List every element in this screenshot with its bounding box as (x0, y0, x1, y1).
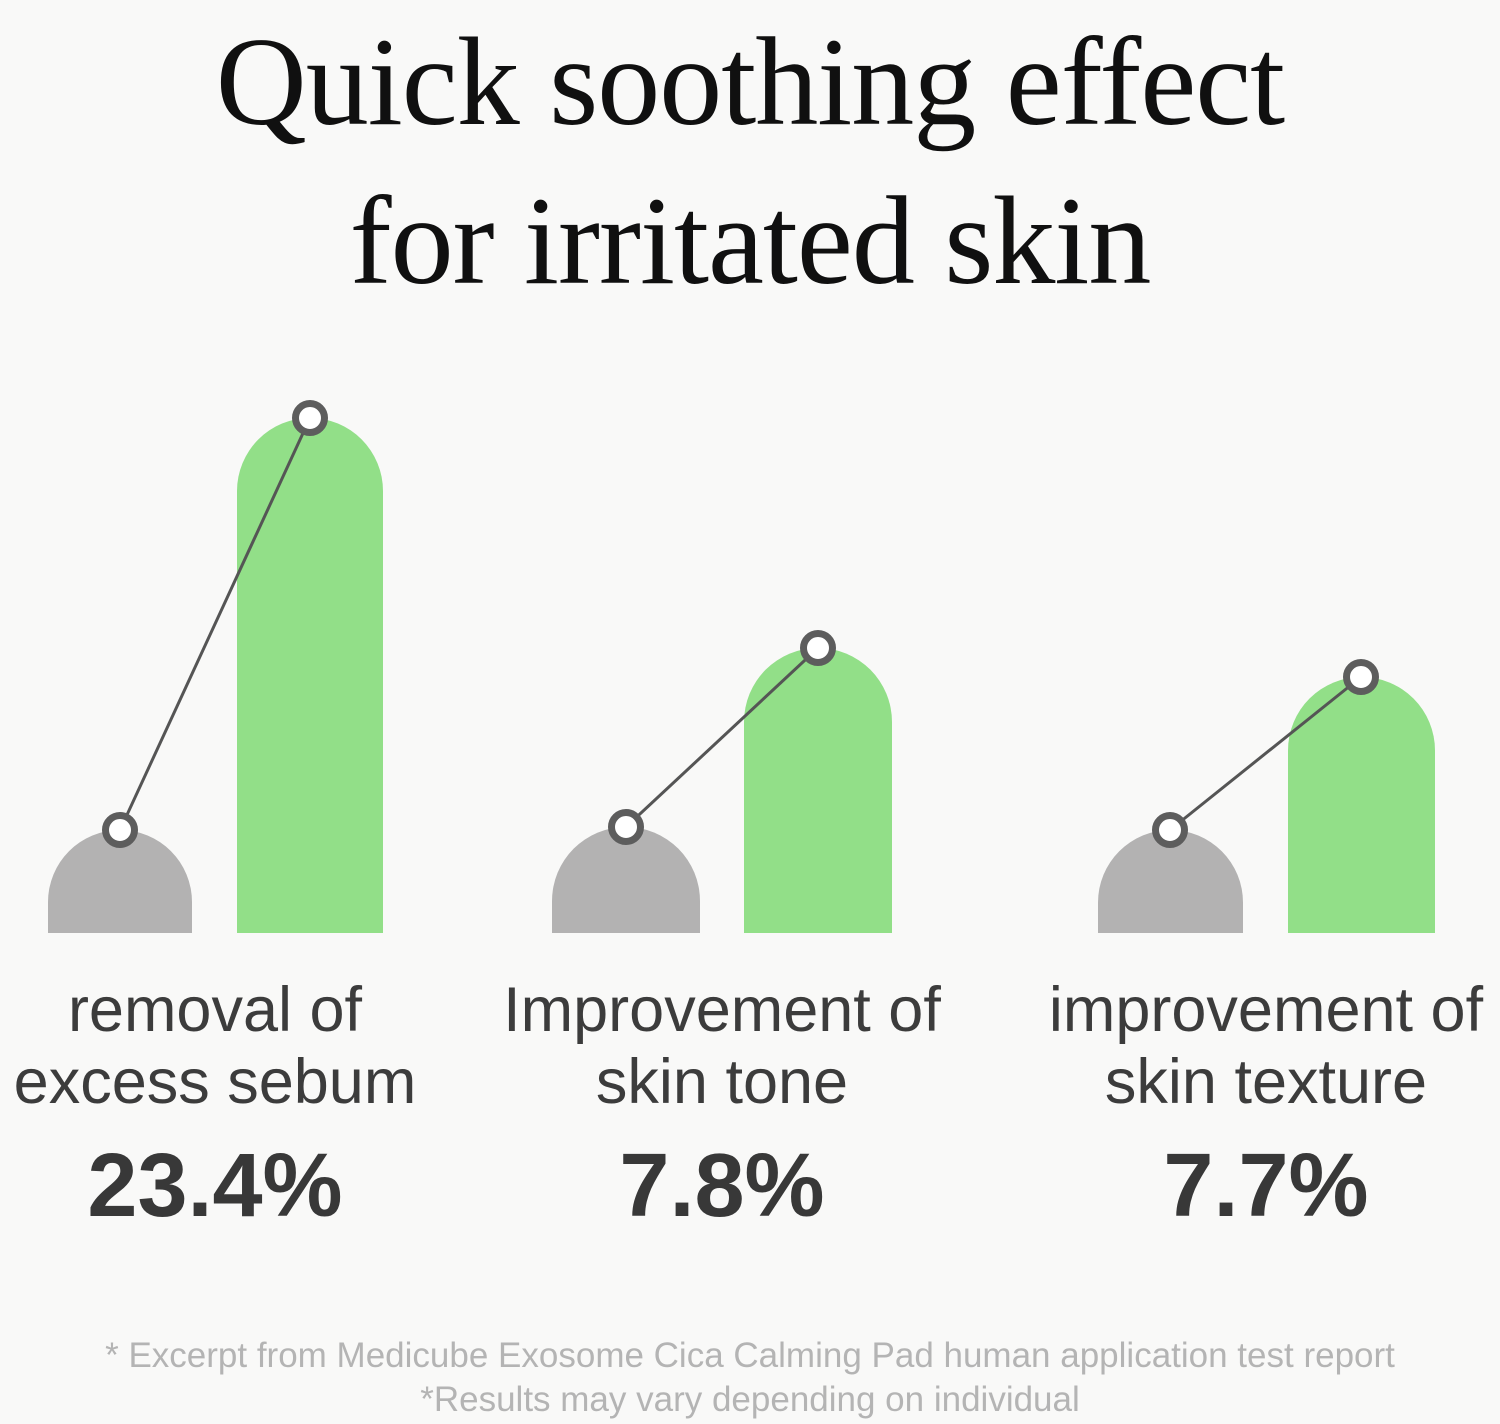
page-title-line2: for irritated skin (349, 171, 1152, 311)
soothing-effect-bar-chart (0, 380, 1500, 933)
connector-line-sebum (118, 417, 312, 831)
page-title: Quick soothing effect for irritated skin (0, 0, 1500, 322)
disclaimer-footnote: * Excerpt from Medicube Exosome Cica Cal… (0, 1334, 1500, 1423)
bar-after-skin-texture (1288, 677, 1435, 933)
data-point-marker-before-sebum (102, 812, 138, 848)
category-label-skin-texture-line1: improvement of (1048, 975, 1484, 1045)
value-label-skin-tone: 7.8% (619, 1135, 825, 1236)
disclaimer-footnote-line2: *Results may vary depending on individua… (420, 1380, 1080, 1420)
category-label-sebum-line1: removal of (67, 975, 363, 1045)
data-point-marker-after-sebum (292, 400, 328, 436)
connector-lines-layer (118, 417, 1362, 832)
category-label-skin-texture-line2: skin texture (1104, 1046, 1428, 1117)
value-label-sebum: 23.4% (87, 1135, 343, 1236)
category-label-sebum: removal of excess sebum 23.4% (0, 975, 475, 1231)
data-point-marker-after-skin-tone (800, 630, 836, 666)
category-label-skin-tone: Improvement of skin tone 7.8% (462, 975, 982, 1231)
connector-line-skin-texture (1169, 675, 1362, 832)
page-title-line1: Quick soothing effect (215, 13, 1285, 152)
category-label-skin-tone-line1: Improvement of (503, 975, 941, 1045)
category-label-skin-tone-line2: skin tone (595, 1046, 849, 1117)
category-label-sebum-line2: excess sebum (13, 1046, 417, 1117)
connector-line-skin-tone (624, 646, 820, 829)
category-label-skin-texture: improvement of skin texture 7.7% (1006, 975, 1500, 1231)
disclaimer-footnote-line1: * Excerpt from Medicube Exosome Cica Cal… (105, 1336, 1395, 1375)
bar-after-sebum (237, 418, 383, 933)
data-point-marker-before-skin-texture (1152, 812, 1188, 848)
value-label-skin-texture: 7.7% (1163, 1135, 1369, 1236)
data-point-marker-before-skin-tone (608, 809, 644, 845)
data-point-marker-after-skin-texture (1343, 659, 1379, 695)
